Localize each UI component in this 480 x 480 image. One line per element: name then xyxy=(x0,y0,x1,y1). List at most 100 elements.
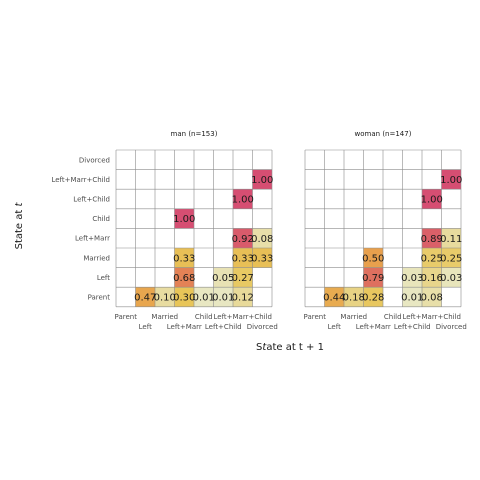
heatmap-cell xyxy=(252,248,272,268)
y-tick-label: Left+Marr xyxy=(75,235,110,243)
x-axis-title: State at t + 1 xyxy=(256,342,324,353)
y-tick-label: Married xyxy=(83,254,110,262)
x-tick-label: Married xyxy=(151,313,178,321)
cell-value-label: 0.28 xyxy=(362,293,384,304)
heatmap-cell xyxy=(252,228,272,248)
heatmap-cell xyxy=(402,287,422,307)
cell-value-label: 1.00 xyxy=(421,195,443,206)
x-tick-label: Parent xyxy=(115,313,138,321)
x-tick-label: Divorced xyxy=(247,323,278,331)
cell-labels: 0.470.100.300.010.010.120.68 0.050.270.33… xyxy=(134,175,273,304)
y-tick-labels: Parent Left Married Left+Marr Child Left+Chil… xyxy=(51,156,110,301)
y-tick-label: Parent xyxy=(88,294,111,302)
cell-value-label: 0.03 xyxy=(440,273,462,284)
panel-woman: woman (n=147) 0.440.180.28 0.010.08 0.79 0.0… xyxy=(304,130,467,331)
y-axis-title: State at t xyxy=(14,202,25,250)
heatmap-cell xyxy=(213,287,233,307)
heatmap-cell xyxy=(233,189,253,209)
heatmap-cell xyxy=(174,208,194,229)
x-axis-title-suffix: ate at t + 1 xyxy=(266,342,324,353)
cell-value-label: 0.44 xyxy=(323,293,345,304)
heatmap-cell xyxy=(233,228,253,248)
cell-value-label: 0.30 xyxy=(173,293,195,304)
cell-value-label: 0.11 xyxy=(440,234,462,245)
panels-layer: man (n=153)0.470.100.300.010.010.120.68 0… xyxy=(51,130,466,331)
heatmap-cell xyxy=(422,228,442,248)
y-axis-title-italic-t: t xyxy=(14,202,25,207)
cell-value-label: 0.08 xyxy=(251,234,273,245)
heatmap-cell xyxy=(174,267,194,288)
heatmap-cells xyxy=(324,169,461,307)
heatmap-cell xyxy=(363,248,383,268)
cell-value-label: 0.92 xyxy=(232,234,254,245)
x-tick-label: Parent xyxy=(304,313,327,321)
y-tick-label: Left+Child xyxy=(73,196,110,204)
cell-value-label: 1.00 xyxy=(173,214,195,225)
cell-value-label: 0.01 xyxy=(401,293,423,304)
cell-value-label: 0.01 xyxy=(212,293,234,304)
cell-value-label: 0.33 xyxy=(232,253,254,264)
y-tick-label: Left+Marr+Child xyxy=(51,176,110,184)
panel-grid xyxy=(115,149,273,308)
cell-value-label: 0.89 xyxy=(421,234,443,245)
heatmap-cell xyxy=(174,287,194,307)
heatmap-cell xyxy=(344,287,364,307)
heatmap-cell xyxy=(441,228,461,248)
heatmap-cell xyxy=(422,189,442,209)
cell-value-label: 0.33 xyxy=(173,253,195,264)
heatmap-cell xyxy=(135,287,155,307)
x-tick-label: Left xyxy=(328,323,341,331)
heatmap-cell xyxy=(155,287,175,307)
cell-value-label: 0.16 xyxy=(421,273,443,284)
heatmap-cell xyxy=(422,267,442,288)
cell-value-label: 0.25 xyxy=(440,253,462,264)
heatmap-cell xyxy=(233,248,253,268)
panel-man: man (n=153)0.470.100.300.010.010.120.68 0… xyxy=(51,130,277,331)
x-tick-label: Left+Child xyxy=(205,323,242,331)
cell-value-label: 0.08 xyxy=(421,293,443,304)
cell-value-label: 0.12 xyxy=(232,293,254,304)
y-tick-label: Left xyxy=(97,274,110,282)
heatmap-cell xyxy=(441,267,461,288)
panel-title: woman (n=147) xyxy=(355,130,412,138)
heatmap-cell xyxy=(441,248,461,268)
heatmap-cell xyxy=(233,267,253,288)
heatmap-cell xyxy=(363,267,383,288)
heatmap-cell xyxy=(441,169,461,190)
x-tick-label: Left+Marr xyxy=(356,323,391,331)
x-axis-title-italic-t: t xyxy=(262,342,267,353)
x-tick-label: Divorced xyxy=(436,323,467,331)
heatmap-cell xyxy=(363,287,383,307)
cell-value-label: 0.18 xyxy=(343,293,365,304)
x-tick-label: Married xyxy=(340,313,367,321)
cell-value-label: 1.00 xyxy=(251,175,273,186)
cell-value-label: 1.00 xyxy=(232,195,254,206)
x-tick-label: Left+Child xyxy=(394,323,431,331)
x-tick-label: Child xyxy=(384,313,402,321)
cell-value-label: 0.25 xyxy=(421,253,443,264)
cell-value-label: 0.68 xyxy=(173,273,195,284)
cell-value-label: 0.03 xyxy=(401,273,423,284)
x-axis-title-main: S xyxy=(256,342,262,353)
panel-title: man (n=153) xyxy=(171,130,218,138)
heatmap-cell xyxy=(194,287,214,307)
cell-value-label: 0.05 xyxy=(212,273,234,284)
cell-value-label: 0.27 xyxy=(232,273,254,284)
cell-value-label: 0.01 xyxy=(193,293,215,304)
y-tick-label: Divorced xyxy=(79,156,110,164)
panel-grid xyxy=(304,149,462,308)
heatmap-cell xyxy=(324,287,344,307)
heatmap-cell xyxy=(174,248,194,268)
cell-value-label: 0.33 xyxy=(251,253,273,264)
heatmap-cell xyxy=(422,287,442,307)
cell-value-label: 0.79 xyxy=(362,273,384,284)
heatmap-cell xyxy=(252,169,272,190)
x-tick-label: Child xyxy=(195,313,213,321)
x-tick-label: Left+Marr+Child xyxy=(402,313,461,321)
x-tick-label: Left+Marr xyxy=(167,323,202,331)
heatmap-cell xyxy=(233,287,253,307)
cell-value-label: 0.10 xyxy=(154,293,176,304)
